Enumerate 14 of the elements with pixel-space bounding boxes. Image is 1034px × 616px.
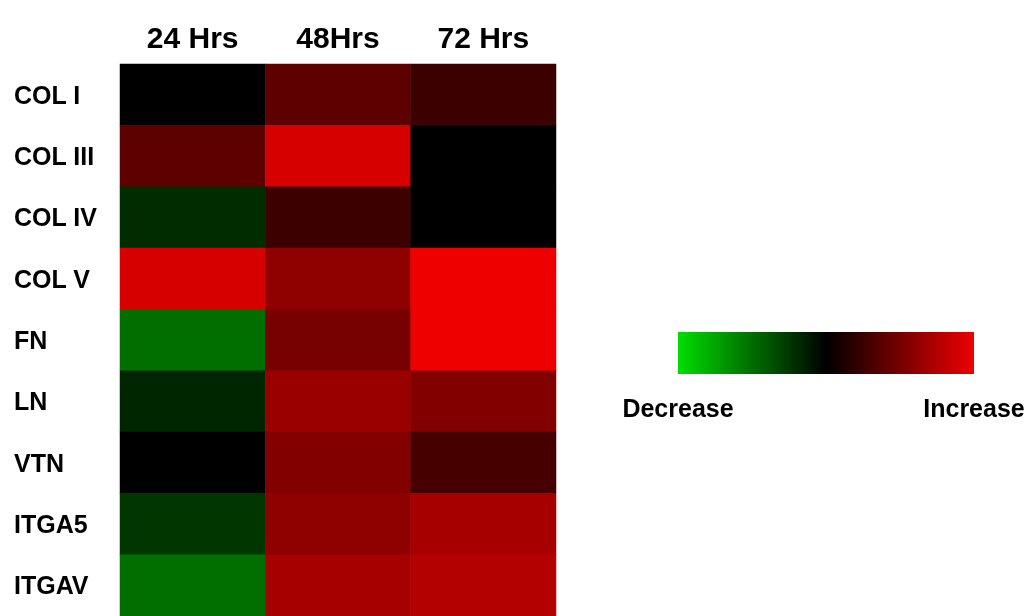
x-tick-label: 48Hrs <box>296 20 380 54</box>
y-tick-label: COL I <box>14 80 81 109</box>
y-tick-label: COL V <box>14 264 91 293</box>
y-tick-label: ITGAV <box>14 571 89 600</box>
y-tick-label: ITGA5 <box>14 510 88 538</box>
y-tick-label: FN <box>14 326 48 354</box>
color-bar-label: Decrease <box>622 394 734 423</box>
color-bar-label: Increase <box>923 394 1025 423</box>
y-tick-label: VTN <box>14 448 64 477</box>
x-tick-label: 24 Hrs <box>146 20 239 54</box>
y-tick-label: COL III <box>14 142 95 170</box>
y-tick-label: COL IV <box>14 203 98 232</box>
y-tick-label: LN <box>14 387 48 416</box>
x-tick-label: 72 Hrs <box>437 20 530 54</box>
